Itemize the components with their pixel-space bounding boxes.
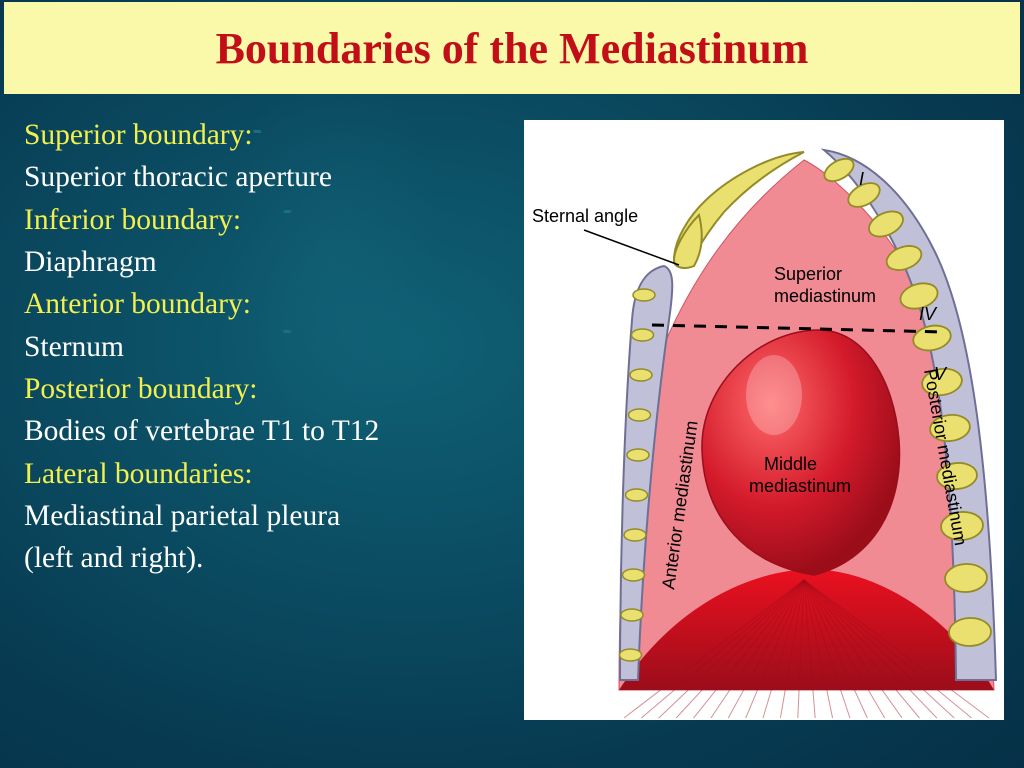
boundary-label: Posterior boundary: xyxy=(24,370,524,408)
title-band: Boundaries of the Mediastinum xyxy=(4,2,1020,94)
svg-text:I: I xyxy=(859,169,864,189)
svg-text:mediastinum: mediastinum xyxy=(749,476,851,496)
svg-text:V: V xyxy=(934,364,948,384)
svg-text:Superior: Superior xyxy=(774,264,842,284)
boundary-value-suffix: (left and right). xyxy=(24,539,524,577)
boundary-label: Inferior boundary: xyxy=(24,201,524,239)
slide-title: Boundaries of the Mediastinum xyxy=(216,23,809,74)
boundary-label: Lateral boundaries: xyxy=(24,455,524,493)
boundary-label: Anterior boundary: xyxy=(24,285,524,323)
boundary-value: Superior thoracic aperture xyxy=(24,158,524,196)
boundary-label: Superior boundary: xyxy=(24,116,524,154)
svg-text:Sternal angle: Sternal angle xyxy=(532,206,638,226)
svg-text:IV: IV xyxy=(919,304,938,324)
boundary-value: Bodies of vertebrae T1 to T12 xyxy=(24,412,524,450)
svg-text:mediastinum: mediastinum xyxy=(774,286,876,306)
slide: Boundaries of the Mediastinum Superior b… xyxy=(0,0,1024,768)
boundary-value: Diaphragm xyxy=(24,243,524,281)
boundary-value: Mediastinal parietal pleura xyxy=(24,497,524,535)
svg-text:Middle: Middle xyxy=(764,454,817,474)
anatomy-figure: Sternal angleSuperiormediastinumMiddleme… xyxy=(524,120,1004,720)
text-content: Superior boundary: Superior thoracic ape… xyxy=(24,116,524,582)
boundary-value: Sternum xyxy=(24,328,524,366)
